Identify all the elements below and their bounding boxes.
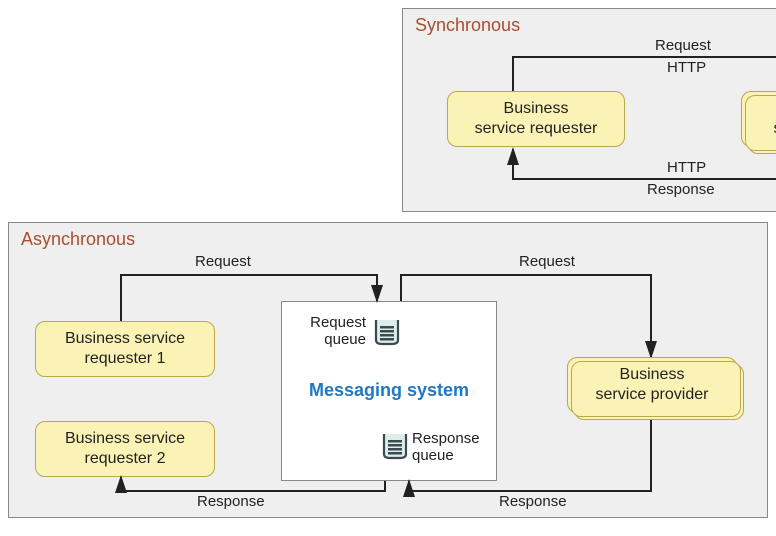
request-queue-l2: queue [324,331,366,348]
async-req2-l1: Business service [65,429,185,449]
request-queue-l1: Request [310,314,366,331]
async-prov-l1: Business [620,365,685,385]
sync-requester-l2: service requester [475,119,598,139]
async-provider-node: Business service provider [567,357,737,413]
async-req1-l1: Business service [65,329,185,349]
sync-response-label: Response [647,181,715,198]
async-response-left-label: Response [197,493,265,510]
sync-provider-node: Business service provider [741,91,776,147]
async-panel: Asynchronous Business service requester … [8,222,768,518]
sync-requester-node: Business service requester [447,91,625,147]
async-requester2-node: Business service requester 2 [35,421,215,477]
sync-requester-l1: Business [504,99,569,119]
request-queue-icon [372,316,402,346]
response-queue-icon [380,430,410,460]
sync-http-top-label: HTTP [667,59,706,76]
response-queue-l1: Response [412,430,480,447]
async-request-right-label: Request [519,253,575,270]
request-queue-label: Request queue [300,314,366,349]
messaging-system-box: Request queue Messaging system Response … [281,301,497,481]
response-queue-label: Response queue [412,430,480,465]
sync-request-label: Request [655,37,711,54]
async-request-left-label: Request [195,253,251,270]
messaging-system-title: Messaging system [282,380,496,401]
async-response-right-label: Response [499,493,567,510]
async-title: Asynchronous [21,229,135,250]
sync-http-bottom-label: HTTP [667,159,706,176]
sync-title: Synchronous [415,15,520,36]
async-req2-l2: requester 2 [85,449,166,469]
sync-panel: Synchronous Business service requester B… [402,8,776,212]
response-queue-l2: queue [412,447,454,464]
async-requester1-node: Business service requester 1 [35,321,215,377]
async-req1-l2: requester 1 [85,349,166,369]
async-prov-l2: service provider [596,385,709,405]
